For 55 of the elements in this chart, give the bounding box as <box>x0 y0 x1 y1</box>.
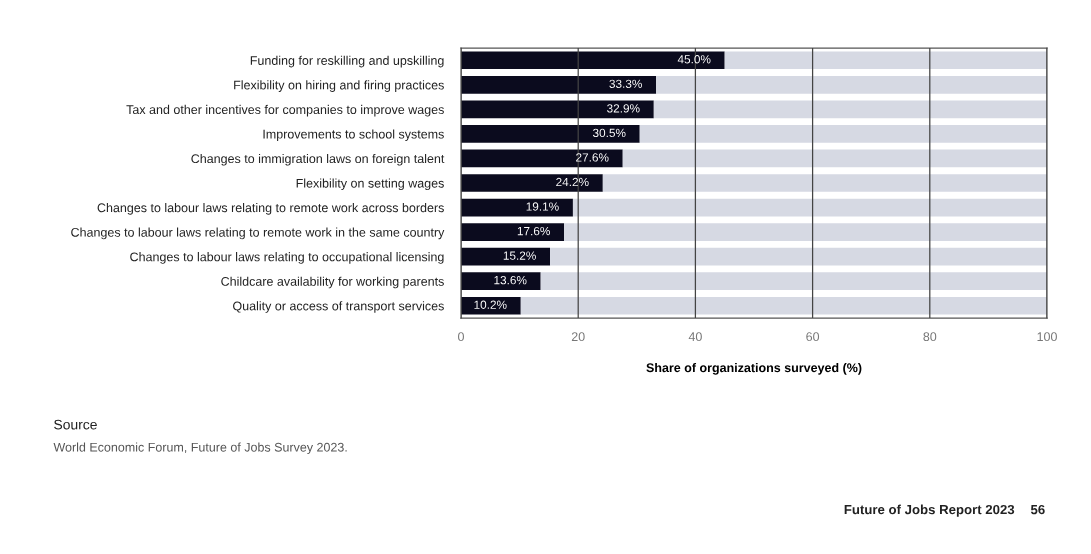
data-label: 30.5% <box>592 128 626 138</box>
text: Future of Jobs Report 2023 <box>844 504 1015 517</box>
data-label: 17.6% <box>517 226 550 236</box>
x-tick-label: 100 <box>1037 332 1057 342</box>
data-label: 27.6% <box>576 153 609 162</box>
bar <box>550 247 1047 266</box>
bar <box>461 198 573 217</box>
text: Source <box>54 419 97 430</box>
data-label: 45.0% <box>677 55 711 64</box>
y-tick-label: Changes to labour laws relating to occupational licensing <box>130 252 444 264</box>
bar <box>461 75 657 94</box>
data-label: 32.9% <box>607 104 640 113</box>
data-label: 24.2% <box>556 177 589 187</box>
x-axis-title: Share of organizations surveyed (%) <box>646 362 862 375</box>
bar <box>540 272 1047 291</box>
bar <box>622 149 1047 168</box>
bar <box>724 51 1047 70</box>
bar <box>461 272 541 291</box>
bar <box>461 125 640 143</box>
x-tick-label: 0 <box>458 332 464 342</box>
bar <box>461 149 623 168</box>
bar <box>461 223 565 241</box>
y-tick-label: Funding for reskilling and upskilling <box>250 55 444 68</box>
y-tick-label: Improvements to school systems <box>263 129 444 142</box>
bar <box>572 198 1047 217</box>
bar <box>461 296 521 315</box>
y-tick-label: Tax and other incentives for companies to improve wages <box>126 104 444 117</box>
x-tick-label: 40 <box>688 332 702 342</box>
bar <box>656 75 1047 94</box>
bar <box>602 174 1047 192</box>
text: 56 <box>1030 504 1045 515</box>
y-tick-label: Flexibility on setting wages <box>296 178 444 191</box>
bar <box>564 223 1047 241</box>
bar <box>461 247 551 266</box>
y-tick-label: Changes to labour laws relating to remote work in the same country <box>71 227 445 240</box>
text: World Economic Forum, Future of Jobs Survey 2023. <box>53 442 347 455</box>
bar <box>520 296 1047 315</box>
bar <box>639 125 1047 143</box>
data-label: 10.2% <box>474 300 507 309</box>
y-tick-label: Changes to immigration laws on foreign talent <box>191 153 445 166</box>
x-tick-label: 80 <box>923 332 937 342</box>
bar <box>461 51 725 70</box>
data-label: 13.6% <box>494 275 527 285</box>
x-tick-label: 60 <box>806 332 820 342</box>
bar <box>461 174 603 192</box>
y-tick-label: Changes to labour laws relating to remote work across borders <box>97 203 444 215</box>
data-label: 19.1% <box>526 202 559 211</box>
bar <box>653 100 1047 119</box>
y-tick-label: Childcare availability for working parents <box>221 276 444 289</box>
x-tick-label: 20 <box>571 332 585 342</box>
data-label: 33.3% <box>609 79 642 88</box>
y-tick-label: Flexibility on hiring and firing practices <box>234 80 444 92</box>
y-tick-label: Quality or access of transport services <box>233 301 444 313</box>
data-label: 15.2% <box>503 251 536 260</box>
bar <box>461 100 654 119</box>
